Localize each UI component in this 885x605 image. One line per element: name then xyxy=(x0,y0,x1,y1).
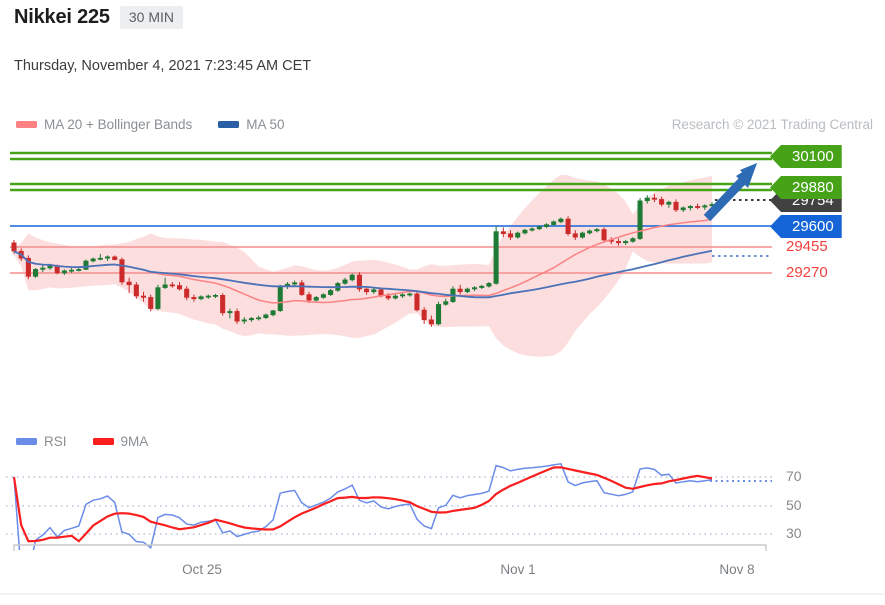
price-label-pivot-29600[interactable]: 29600 xyxy=(770,215,842,238)
instrument-title: Nikkei 225 xyxy=(14,6,110,28)
ma50-line xyxy=(13,249,713,299)
price-label-resistance-29880[interactable]: 29880 xyxy=(770,176,842,199)
research-watermark: Research © 2021 Trading Central xyxy=(671,117,873,132)
line-swatch-icon xyxy=(16,121,37,128)
legend-item-ma20-bollinger: MA 20 + Bollinger Bands xyxy=(16,117,192,132)
candlestick-series xyxy=(11,193,715,327)
rsi-tick-50: 50 xyxy=(786,497,802,513)
legend-item-rsi: RSI xyxy=(16,434,67,449)
price-label-resistance-30100[interactable]: 30100 xyxy=(770,145,842,168)
x-tick-nov-1: Nov 1 xyxy=(500,562,536,577)
x-tick-nov-8: Nov 8 xyxy=(719,562,755,577)
legend-label: MA 50 xyxy=(246,117,285,132)
x-axis-bracket xyxy=(13,544,767,551)
x-tick-oct-25: Oct 25 xyxy=(182,562,222,577)
rsi-line xyxy=(13,462,713,550)
legend-item-ma50: MA 50 xyxy=(218,117,285,132)
chart-timestamp: Thursday, November 4, 2021 7:23:45 AM CE… xyxy=(14,58,312,74)
rsi-tick-70: 70 xyxy=(786,468,802,484)
line-swatch-icon xyxy=(92,438,114,445)
chart-header: Nikkei 225 30 MIN xyxy=(14,6,183,29)
legend-label: 9MA xyxy=(120,434,149,449)
line-swatch-icon xyxy=(218,121,240,128)
bullish-arrow-annotation xyxy=(703,163,757,222)
ma20-line xyxy=(13,218,713,304)
rsi-tick-30: 30 xyxy=(786,525,802,541)
legend-label: MA 20 + Bollinger Bands xyxy=(44,117,193,132)
rsi-9ma-line xyxy=(12,466,713,543)
price-label-support-29270: 29270 xyxy=(786,264,828,281)
rsi-chart-legend: RSI 9MA xyxy=(16,434,167,449)
resistance-line-30100 xyxy=(10,151,772,161)
price-label-support-29455: 29455 xyxy=(786,238,828,255)
bollinger-band-fill xyxy=(14,175,712,357)
legend-label: RSI xyxy=(44,434,67,449)
price-chart-legend: MA 20 + Bollinger Bands MA 50 xyxy=(16,117,304,132)
resistance-line-29880 xyxy=(10,182,772,192)
legend-item-9ma: 9MA xyxy=(92,434,149,449)
timeframe-badge[interactable]: 30 MIN xyxy=(119,6,183,29)
line-swatch-icon xyxy=(16,438,37,445)
